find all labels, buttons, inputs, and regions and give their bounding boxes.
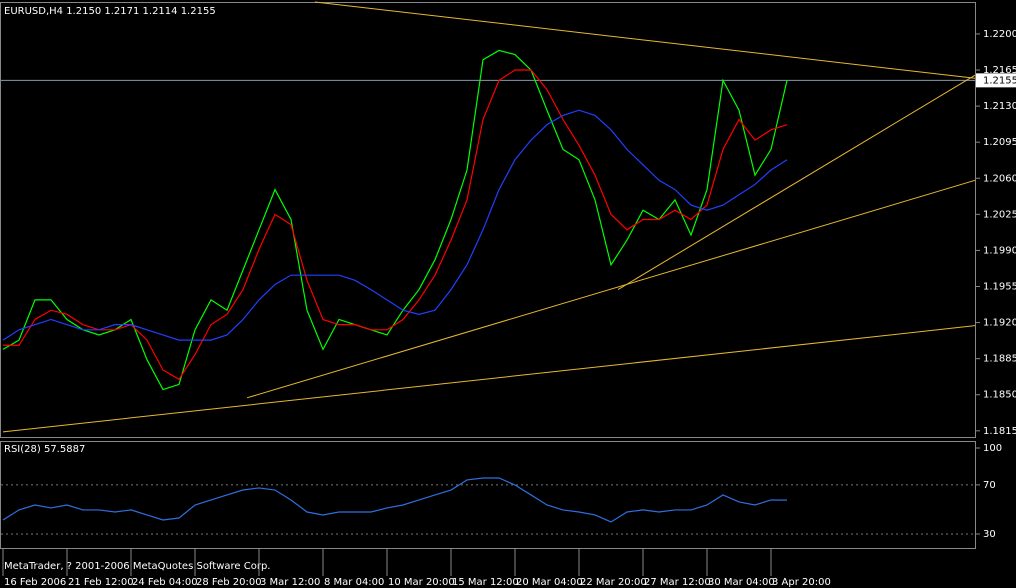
y-tick-label: 70 xyxy=(983,480,996,491)
y-tick-label: 1.1955 xyxy=(983,282,1016,293)
y-tick-label: 1.2130 xyxy=(983,101,1016,112)
main-panel-border xyxy=(0,2,976,438)
x-tick-label: 27 Mar 12:00 xyxy=(644,577,711,588)
series-line xyxy=(2,109,788,341)
y-tick-label: 1.2200 xyxy=(983,29,1016,40)
x-tick-label: 8 Mar 04:00 xyxy=(324,577,384,588)
y-tick-label: 30 xyxy=(983,529,996,540)
trendline xyxy=(246,179,976,399)
trendline xyxy=(617,74,976,291)
x-tick-label: 16 Feb 2006 xyxy=(4,577,66,588)
y-tick-label: 1.1850 xyxy=(983,390,1016,401)
x-tick-label: 24 Feb 04:00 xyxy=(132,577,198,588)
series-line xyxy=(2,477,788,523)
y-tick-label: 1.1885 xyxy=(983,354,1016,365)
y-tick-label: 1.2060 xyxy=(983,173,1016,184)
x-tick-label: 22 Mar 20:00 xyxy=(580,577,647,588)
y-tick-label: 1.2095 xyxy=(983,137,1016,148)
trendline xyxy=(2,325,976,433)
x-tick-label: 20 Mar 04:00 xyxy=(516,577,583,588)
y-tick-label: 1.1920 xyxy=(983,318,1016,329)
x-tick-label: 28 Feb 20:00 xyxy=(196,577,262,588)
current-price-label: 1.2155 xyxy=(983,75,1016,86)
footer: MetaTrader, ? 2001-2006 MetaQuotes Softw… xyxy=(4,561,270,572)
trendline xyxy=(314,1,976,79)
y-tick-label: 1.1990 xyxy=(983,245,1016,256)
x-tick-label: 21 Feb 12:00 xyxy=(68,577,134,588)
x-tick-label: 15 Mar 12:00 xyxy=(452,577,519,588)
rsi-title: RSI(28) 57.5887 xyxy=(4,444,85,455)
y-tick-label: 1.2025 xyxy=(983,209,1016,220)
x-tick-label: 10 Mar 20:00 xyxy=(388,577,455,588)
y-tick-label: 100 xyxy=(983,443,1002,454)
series-line xyxy=(2,49,788,391)
x-tick-label: 30 Mar 04:00 xyxy=(708,577,775,588)
x-tick-label: 3 Mar 12:00 xyxy=(260,577,320,588)
chart-title: EURUSD,H4 1.2150 1.2171 1.2114 1.2155 xyxy=(4,6,216,17)
current-price-box xyxy=(976,73,1016,88)
x-tick-label: 3 Apr 20:00 xyxy=(772,577,831,588)
rsi-panel-border xyxy=(0,441,976,549)
y-tick-label: 1.1815 xyxy=(983,426,1016,437)
series-line xyxy=(3,69,788,381)
y-tick-label: 1.2165 xyxy=(983,65,1016,76)
